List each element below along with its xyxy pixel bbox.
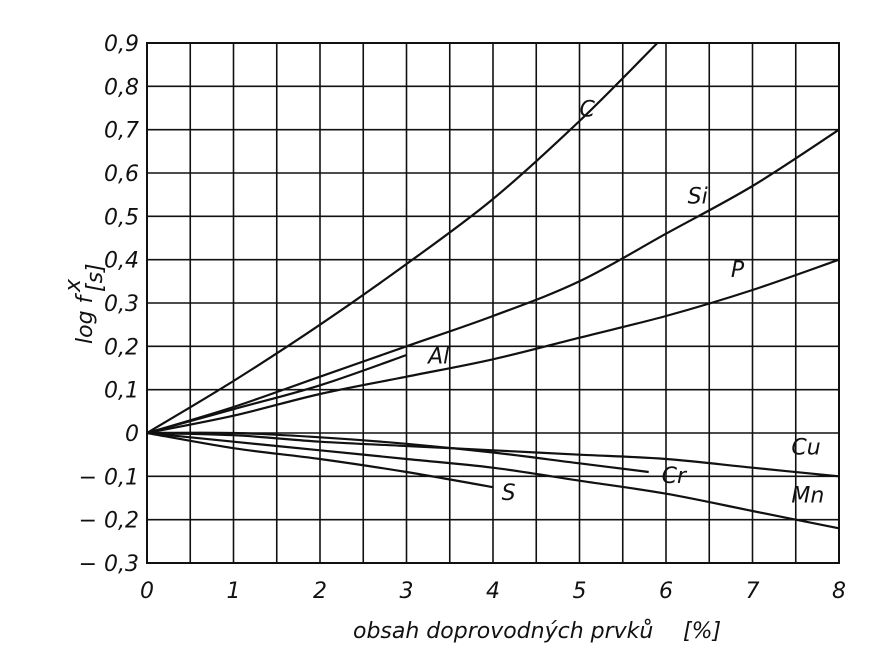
series-line-p <box>146 258 840 435</box>
x-tick-label: 5 <box>573 579 587 604</box>
y-tick-label: 0,1 <box>104 379 139 404</box>
y-axis-title-main: log f <box>73 292 98 344</box>
y-tick-labels: − 0,3 − 0,2 − 0,1 0 0,1 0,2 0,3 0,4 0,5 0,6 0,7 0,8… <box>79 32 139 577</box>
series-label-al: Al <box>426 345 449 370</box>
series-line-mn <box>146 431 840 530</box>
y-tick-label: − 0,1 <box>79 465 139 490</box>
series-line-al <box>146 353 407 435</box>
x-tick-labels: 0 1 2 3 4 5 6 7 8 <box>140 579 846 604</box>
x-tick-label: 6 <box>659 579 673 604</box>
y-tick-label: 0,9 <box>104 32 139 57</box>
y-tick-label: 0,8 <box>104 75 139 100</box>
series-label-cr: Cr <box>662 464 688 489</box>
x-tick-label: 7 <box>746 579 760 604</box>
y-tick-label: − 0,3 <box>79 552 139 577</box>
y-tick-label: 0,2 <box>104 335 139 360</box>
x-axis-unit: [%] <box>683 619 721 644</box>
y-tick-label: 0,3 <box>104 292 139 317</box>
y-axis-title-subscript: [s] <box>83 263 108 292</box>
x-tick-label: 1 <box>227 579 241 604</box>
y-tick-label: 0,4 <box>104 249 139 274</box>
series-label-mn: Mn <box>791 483 824 508</box>
y-axis-title: log f x [s] <box>61 263 108 344</box>
series-labels: C Si Al P Cu Cr Mn S <box>426 98 824 509</box>
y-tick-label: 0,6 <box>104 162 139 187</box>
y-tick-label: 0,5 <box>104 205 139 230</box>
series-line-cu <box>146 431 840 478</box>
y-tick-label: 0 <box>125 422 139 447</box>
x-tick-label: 8 <box>832 579 846 604</box>
series-line-cr <box>146 431 649 474</box>
y-axis-title-superscript: x <box>61 278 86 293</box>
x-tick-label: 2 <box>313 579 327 604</box>
series-label-s: S <box>502 481 516 506</box>
plot-frame <box>146 42 840 564</box>
series-line-s <box>146 431 494 489</box>
series-label-cu: Cu <box>791 436 820 461</box>
series-label-c: C <box>580 98 596 123</box>
series-line-c <box>146 42 659 434</box>
x-axis-title: obsah doprovodných prvků <box>353 618 653 644</box>
x-tick-label: 3 <box>400 579 414 604</box>
x-tick-label: 4 <box>486 579 500 604</box>
y-tick-label: − 0,2 <box>79 509 139 534</box>
x-tick-label: 0 <box>140 579 154 604</box>
series-label-p: P <box>731 258 745 283</box>
series-label-si: Si <box>688 184 708 209</box>
series-lines <box>146 42 840 530</box>
y-tick-label: 0,7 <box>104 119 139 144</box>
grid <box>147 43 839 563</box>
series-line-si <box>146 128 840 435</box>
